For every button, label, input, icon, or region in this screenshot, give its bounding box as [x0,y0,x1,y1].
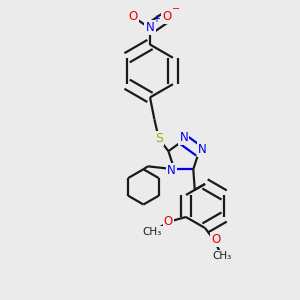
Text: O: O [164,215,173,228]
Text: N: N [198,143,207,156]
Text: N: N [179,131,188,144]
Text: +: + [152,14,160,24]
Text: O: O [212,233,221,246]
Text: N: N [146,21,154,34]
Text: CH₃: CH₃ [142,227,162,237]
Text: N: N [167,164,176,177]
Text: S: S [155,132,163,145]
Text: −: − [172,4,180,14]
Text: O: O [129,10,138,23]
Text: CH₃: CH₃ [212,251,231,261]
Text: O: O [162,10,171,23]
